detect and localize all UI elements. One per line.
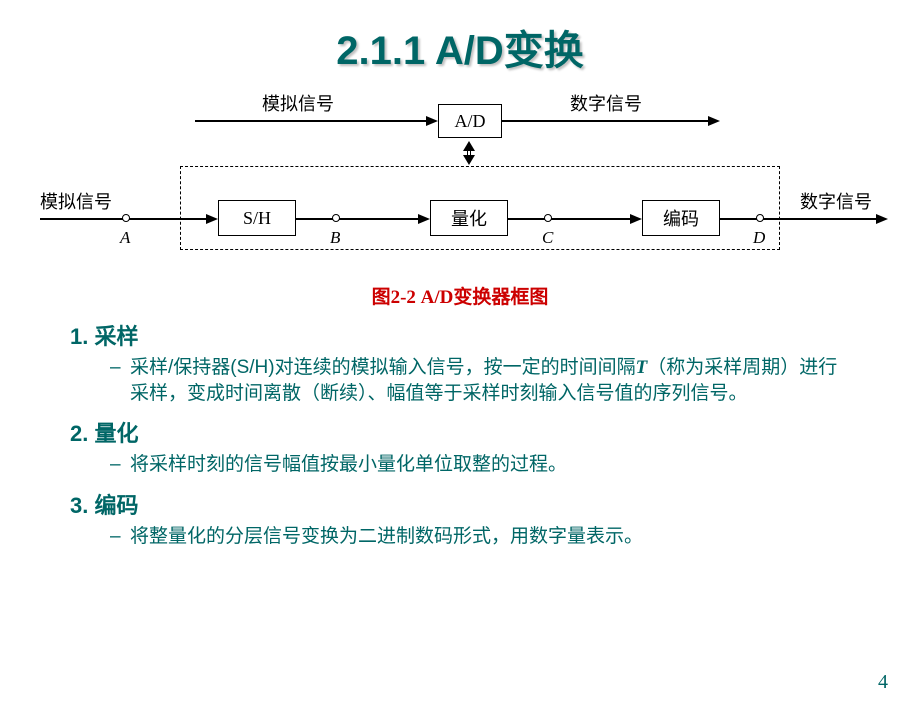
node-a — [122, 214, 130, 222]
arrowhead-seg-3 — [630, 214, 642, 224]
arrow-top-left — [195, 120, 430, 122]
box-sh: S/H — [218, 200, 296, 236]
item-3-body: 将整量化的分层信号变换为二进制数码形式，用数字量表示。 — [110, 524, 850, 550]
slide-title: 2.1.1 A/D变换 — [0, 18, 920, 76]
figure-caption: 图2-2 A/D变换器框图 — [0, 282, 920, 309]
label-digital-bottom: 数字信号 — [800, 188, 872, 214]
arrow-seg-3 — [508, 218, 634, 220]
arrow-top-right — [502, 120, 712, 122]
label-analog-bottom: 模拟信号 — [40, 188, 112, 214]
arrow-seg-2 — [296, 218, 422, 220]
arrowhead-top-left — [426, 116, 438, 126]
arrowhead-top-right — [708, 116, 720, 126]
item-2-heading: 2. 量化 — [70, 416, 850, 448]
arrowhead-seg-2 — [418, 214, 430, 224]
item-3-heading: 3. 编码 — [70, 488, 850, 520]
content-list: 1. 采样 采样/保持器(S/H)对连续的模拟输入信号，按一定的时间间隔T（称为… — [70, 319, 850, 550]
box-quant: 量化 — [430, 200, 508, 236]
arrowhead-seg-4 — [876, 214, 888, 224]
node-d — [756, 214, 764, 222]
label-point-b: B — [330, 228, 340, 248]
node-c — [544, 214, 552, 222]
item-1-heading: 1. 采样 — [70, 319, 850, 351]
item-1-body: 采样/保持器(S/H)对连续的模拟输入信号，按一定的时间间隔T（称为采样周期）进… — [110, 355, 850, 406]
item-2-body: 将采样时刻的信号幅值按最小量化单位取整的过程。 — [110, 452, 850, 478]
arrow-seg-4 — [720, 218, 880, 220]
label-digital-top: 数字信号 — [570, 90, 642, 116]
bidir-arrow-icon — [463, 141, 475, 165]
label-analog-top: 模拟信号 — [262, 90, 334, 116]
box-encode: 编码 — [642, 200, 720, 236]
node-b — [332, 214, 340, 222]
box-ad: A/D — [438, 104, 502, 138]
ad-diagram: 模拟信号 数字信号 A/D 模拟信号 数字信号 S/H 量化 编码 A B C … — [0, 88, 920, 278]
page-number: 4 — [878, 671, 888, 694]
label-point-a: A — [120, 228, 130, 248]
label-point-c: C — [542, 228, 553, 248]
label-point-d: D — [753, 228, 765, 248]
arrowhead-seg-1 — [206, 214, 218, 224]
